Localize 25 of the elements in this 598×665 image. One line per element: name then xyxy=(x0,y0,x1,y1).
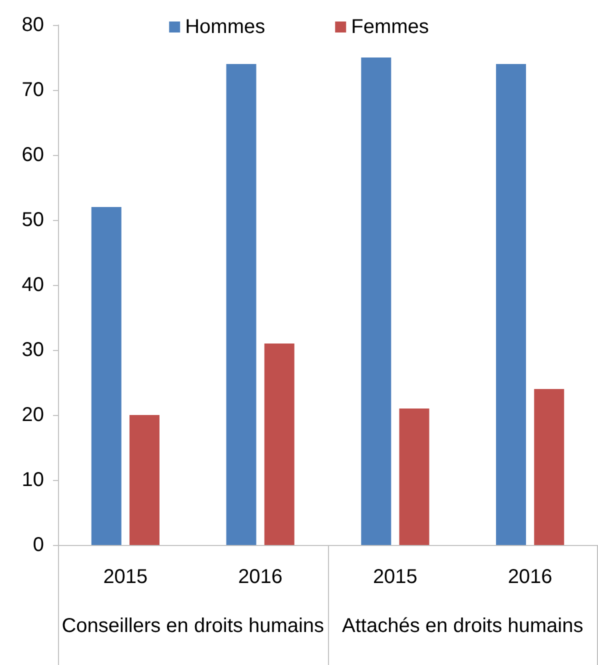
legend-label: Hommes xyxy=(185,16,266,38)
x-tick-label: 2016 xyxy=(508,566,552,588)
x-tick-label: 2016 xyxy=(238,566,283,588)
legend-label: Femmes xyxy=(351,16,429,38)
bar xyxy=(129,415,160,545)
y-tick-label: 70 xyxy=(22,79,44,101)
y-tick-label: 50 xyxy=(22,209,44,231)
bar xyxy=(361,58,392,545)
bar xyxy=(496,64,526,545)
y-tick-label: 0 xyxy=(32,534,44,556)
text: Attachés en droits humains xyxy=(342,615,584,637)
y-tick-label: 60 xyxy=(22,144,44,166)
y-tick-label: 30 xyxy=(22,339,44,361)
y-tick-label: 40 xyxy=(22,274,44,296)
bar xyxy=(534,389,564,545)
bar xyxy=(399,408,430,545)
text: Conseillers en droits humains xyxy=(62,615,324,637)
y-tick-label: 10 xyxy=(22,469,44,491)
bar xyxy=(264,344,294,545)
y-tick-label: 20 xyxy=(22,404,44,426)
x-tick-label: 2015 xyxy=(103,566,148,588)
bar xyxy=(91,207,122,545)
bar xyxy=(226,64,256,545)
y-tick-label: 80 xyxy=(22,14,44,36)
x-tick-label: 2015 xyxy=(372,566,418,588)
